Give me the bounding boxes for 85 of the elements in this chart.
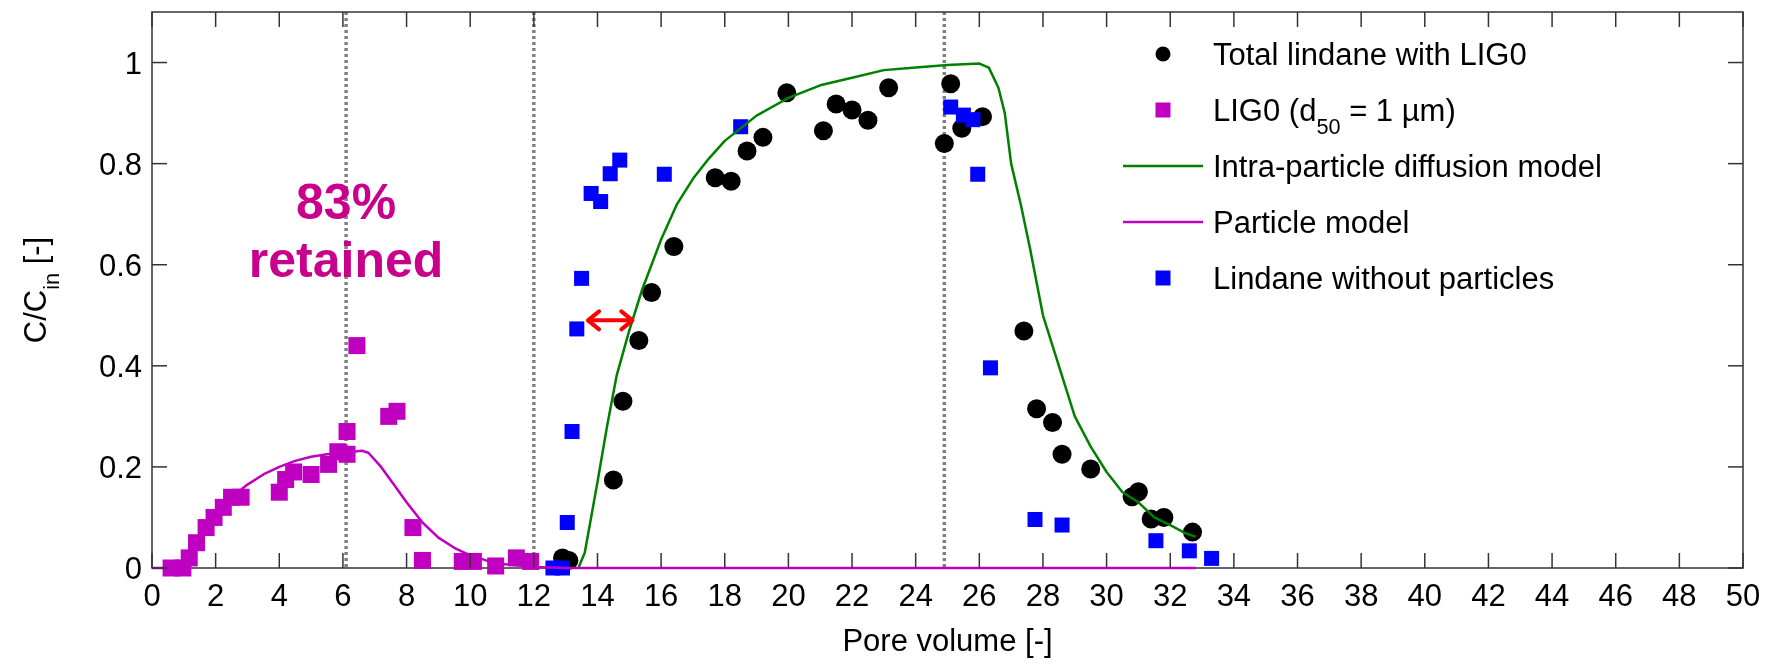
x-tick-label: 14 (580, 578, 615, 613)
point (232, 488, 250, 506)
point (982, 360, 998, 376)
annotation: 83% retained (248, 173, 444, 288)
legend-label: Intra-particle diffusion model (1213, 149, 1602, 184)
x-tick-label: 20 (771, 578, 806, 613)
point (564, 424, 580, 440)
x-tick-label: 6 (334, 578, 352, 613)
point (1027, 399, 1047, 419)
point (941, 74, 961, 94)
x-tick-label: 38 (1343, 578, 1379, 613)
x-tick-label: 24 (898, 578, 933, 613)
x-tick-label: 46 (1598, 578, 1633, 613)
point (612, 152, 628, 168)
point (705, 168, 725, 188)
point (965, 112, 981, 128)
point (1043, 412, 1063, 432)
x-tick-label: 32 (1153, 578, 1188, 613)
y-tick-label: 0.6 (98, 247, 142, 283)
point (1128, 482, 1148, 502)
point (569, 321, 585, 337)
x-tick-label: 8 (397, 578, 416, 613)
point (602, 166, 618, 182)
point (943, 99, 959, 115)
x-tick-label: 28 (1025, 578, 1061, 613)
y-tick-label: 0.8 (98, 146, 142, 182)
point (737, 141, 757, 161)
point (642, 283, 662, 303)
point (656, 166, 672, 182)
legend-label: Total lindane with LIG0 (1213, 37, 1527, 72)
legend-label: Particle model (1213, 205, 1410, 240)
point (970, 166, 986, 182)
point (1181, 543, 1197, 559)
x-tick-label: 4 (270, 578, 288, 613)
point (813, 121, 833, 141)
x-tick-label: 50 (1725, 578, 1761, 613)
point (664, 237, 684, 257)
legend-label: LIG0 (d$_{50}$ = 1 µm) (1213, 93, 1456, 139)
x-tick-label: 48 (1662, 578, 1697, 613)
point (559, 515, 575, 531)
point (1054, 517, 1070, 533)
y-tick-label: 0.4 (98, 348, 142, 384)
x-tick-label: 12 (516, 578, 552, 613)
point (348, 337, 366, 355)
point (934, 133, 954, 153)
y-tick-label: 1 (124, 45, 142, 81)
point (1081, 459, 1101, 479)
point (613, 391, 633, 411)
point (629, 331, 649, 351)
point (1204, 550, 1220, 566)
x-tick-label: 2 (207, 578, 225, 613)
y-tick-label: 0.2 (98, 449, 142, 485)
point (879, 78, 899, 98)
x-tick-label: 36 (1280, 578, 1315, 613)
point (603, 470, 623, 490)
point (593, 194, 609, 210)
point (1052, 444, 1072, 464)
x-tick-label: 44 (1534, 578, 1570, 613)
point (753, 127, 773, 147)
point (338, 423, 356, 441)
point (388, 402, 406, 420)
x-axis-title: Pore volume [-] (842, 623, 1053, 658)
x-tick-label: 34 (1216, 578, 1252, 613)
point (1027, 511, 1043, 527)
x-tick-label: 40 (1407, 578, 1443, 613)
point (413, 551, 431, 569)
x-tick-label: 10 (452, 578, 488, 613)
point (842, 100, 862, 120)
x-tick-label: 30 (1089, 578, 1124, 613)
point (1014, 321, 1034, 341)
point (404, 519, 422, 537)
point (721, 171, 741, 191)
x-tick-label: 42 (1471, 578, 1506, 613)
point (574, 270, 590, 286)
x-tick-label: 16 (643, 578, 679, 613)
point (858, 110, 878, 130)
point (1148, 533, 1164, 549)
legend-label: Lindane without particles (1213, 261, 1555, 296)
y-tick-label: 0 (124, 551, 142, 586)
point (285, 463, 303, 481)
point (302, 465, 320, 483)
x-tick-label: 26 (962, 578, 997, 613)
x-tick-label: 18 (707, 578, 742, 613)
point (826, 94, 846, 114)
x-tick-label: 22 (834, 578, 870, 613)
